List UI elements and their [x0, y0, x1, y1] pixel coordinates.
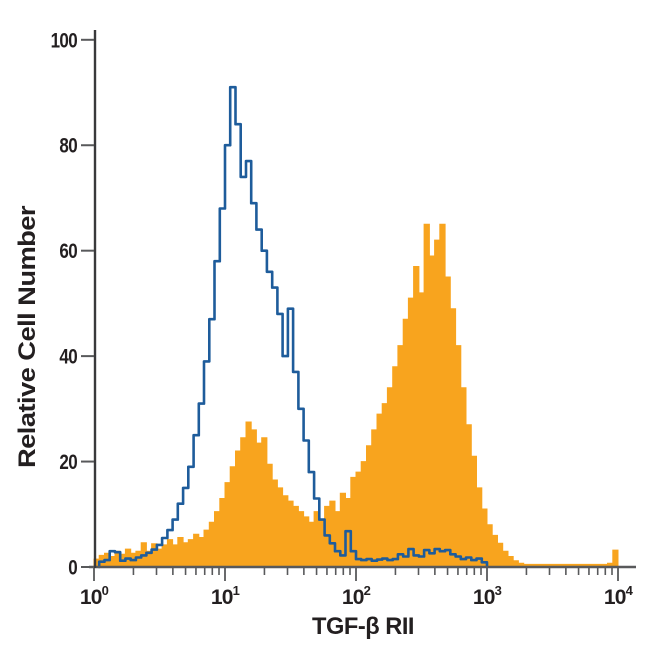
- orange-filled-histogram: [93, 223, 619, 568]
- x-tick-label: 102: [342, 583, 371, 609]
- x-tick-label: 104: [604, 583, 634, 609]
- x-axis: 100 101 102 103 104 TGF-β RII: [80, 565, 636, 640]
- x-axis-title: TGF-β RII: [312, 613, 414, 640]
- y-tick-label: 100: [51, 29, 77, 52]
- y-tick-label: 40: [59, 346, 77, 369]
- y-axis-title: Relative Cell Number: [14, 206, 41, 468]
- x-tick-label: 100: [80, 583, 109, 609]
- x-axis-ticks: [93, 567, 619, 581]
- x-axis-tick-labels: 100 101 102 103 104: [80, 583, 635, 609]
- y-axis: 0 20 40 60 80 100 Relative Cell Number: [14, 29, 97, 580]
- y-tick-label: 20: [59, 451, 77, 474]
- x-tick-label: 103: [473, 583, 502, 609]
- y-tick-label: 0: [68, 557, 77, 580]
- y-axis-ticks: [81, 38, 94, 568]
- y-tick-label: 80: [59, 135, 77, 158]
- plot-series: [93, 85, 619, 569]
- y-axis-tick-labels: 0 20 40 60 80 100: [51, 29, 78, 580]
- x-tick-label: 101: [211, 583, 240, 609]
- blue-open-histogram: [97, 85, 489, 569]
- y-tick-label: 60: [59, 240, 77, 263]
